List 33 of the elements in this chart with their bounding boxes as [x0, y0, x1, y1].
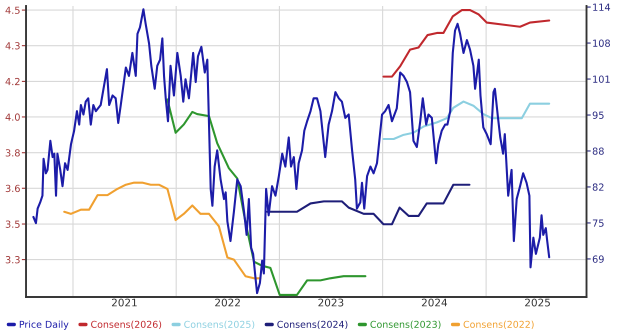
legend-label: Price Daily [20, 320, 69, 330]
line-series [32, 8, 550, 294]
legend-label: Consens(2024) [277, 320, 348, 330]
x-tick-label: 2023 [318, 298, 344, 306]
y-tick-label: 3.5 [6, 220, 20, 228]
legend-label: Consens(2023) [370, 320, 441, 330]
y2-tick-label: 75 [592, 220, 604, 227]
y2-tick-label: 108 [593, 40, 610, 47]
y-tick-label: 4.3 [6, 42, 20, 50]
y2-tick-label: 114 [593, 4, 610, 11]
line-series [166, 98, 366, 296]
x-tick-label: 2024 [422, 298, 448, 306]
y-tick-label: 4.2 [6, 78, 20, 86]
x-tick-label: 2022 [215, 298, 240, 306]
x-tick-label: 2025 [525, 298, 550, 306]
x-tick-label: 2021 [112, 298, 137, 306]
y2-tick-label: 88 [592, 147, 604, 155]
line-series [382, 100, 550, 140]
y-tick-label: 3.6 [6, 184, 20, 192]
y-tick-label: 4.5 [6, 6, 20, 14]
legend-label: Consens(2025) [184, 320, 254, 330]
line-series [63, 182, 262, 280]
legend-label: Consens(2022) [464, 320, 534, 330]
y2-tick-label: 69 [592, 255, 604, 263]
line-series [266, 184, 470, 226]
y2-tick-label: 95 [592, 112, 604, 119]
y2-tick-label: 101 [593, 76, 610, 83]
legend-label: Consens(2026) [91, 320, 162, 330]
y-tick-label: 4.0 [6, 113, 20, 121]
y2-tick-label: 82 [592, 183, 604, 191]
y-tick-label: 3.3 [6, 256, 20, 264]
line-series [382, 9, 550, 78]
y-tick-label: 3.8 [6, 149, 20, 157]
